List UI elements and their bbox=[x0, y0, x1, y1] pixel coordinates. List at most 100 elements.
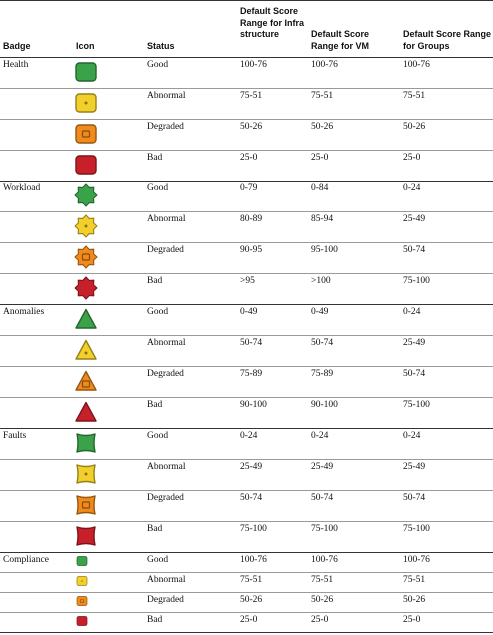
group-rule bbox=[0, 304, 493, 305]
header-infra: Default Score Range for Infrastructure bbox=[240, 6, 305, 39]
vm-range-cell: 25-0 bbox=[311, 615, 329, 625]
anomalies-bad-icon bbox=[74, 400, 98, 424]
row-rule bbox=[0, 119, 493, 120]
group-rule bbox=[0, 552, 493, 553]
row-rule bbox=[0, 592, 493, 593]
infra-range-cell: 50-74 bbox=[240, 493, 263, 503]
status-cell: Degraded bbox=[147, 369, 184, 379]
badge-name: Faults bbox=[3, 431, 27, 441]
groups-range-cell: 25-0 bbox=[403, 153, 421, 163]
anomalies-degraded-icon bbox=[74, 369, 98, 393]
status-cell: Good bbox=[147, 60, 169, 70]
infra-range-cell: 50-26 bbox=[240, 595, 263, 605]
row-rule bbox=[0, 335, 493, 336]
groups-range-cell: 25-49 bbox=[403, 214, 426, 224]
infra-range-cell: 0-49 bbox=[240, 307, 258, 317]
status-cell: Abnormal bbox=[147, 462, 186, 472]
header-rule bbox=[0, 57, 493, 58]
status-cell: Bad bbox=[147, 524, 163, 534]
status-cell: Abnormal bbox=[147, 214, 186, 224]
status-cell: Abnormal bbox=[147, 575, 186, 585]
vm-range-cell: 25-0 bbox=[311, 153, 329, 163]
compliance-degraded-icon bbox=[76, 595, 88, 607]
status-cell: Degraded bbox=[147, 493, 184, 503]
groups-range-cell: 0-24 bbox=[403, 431, 421, 441]
row-rule bbox=[0, 150, 493, 151]
vm-range-cell: 50-74 bbox=[311, 493, 334, 503]
status-cell: Good bbox=[147, 307, 169, 317]
vm-range-cell: 75-89 bbox=[311, 369, 334, 379]
anomalies-abnormal-icon bbox=[74, 338, 98, 362]
row-rule bbox=[0, 366, 493, 367]
workload-bad-icon bbox=[74, 276, 98, 300]
faults-bad-icon bbox=[74, 524, 98, 548]
groups-range-cell: 50-74 bbox=[403, 369, 426, 379]
infra-range-cell: 75-100 bbox=[240, 524, 267, 534]
groups-range-cell: 75-51 bbox=[403, 91, 426, 101]
faults-abnormal-icon bbox=[74, 462, 98, 486]
header-badge: Badge bbox=[3, 41, 31, 51]
infra-range-cell: 75-89 bbox=[240, 369, 263, 379]
health-abnormal-icon bbox=[74, 91, 98, 115]
infra-range-cell: 100-76 bbox=[240, 60, 267, 70]
badge-name: Compliance bbox=[3, 555, 49, 565]
groups-range-cell: 75-100 bbox=[403, 400, 430, 410]
vm-range-cell: 90-100 bbox=[311, 400, 338, 410]
health-bad-icon bbox=[74, 153, 98, 177]
vm-range-cell: 75-51 bbox=[311, 91, 334, 101]
status-cell: Degraded bbox=[147, 122, 184, 132]
infra-range-cell: 75-51 bbox=[240, 91, 263, 101]
infra-range-cell: 75-51 bbox=[240, 575, 263, 585]
vm-range-cell: 75-100 bbox=[311, 524, 338, 534]
status-cell: Good bbox=[147, 431, 169, 441]
table-top-rule bbox=[0, 0, 493, 1]
compliance-good-icon bbox=[76, 555, 88, 567]
groups-range-cell: 100-76 bbox=[403, 60, 430, 70]
groups-range-cell: 75-100 bbox=[403, 524, 430, 534]
badge-name: Anomalies bbox=[3, 307, 45, 317]
row-rule bbox=[0, 490, 493, 491]
status-cell: Bad bbox=[147, 400, 163, 410]
faults-degraded-icon bbox=[74, 493, 98, 517]
badge-name: Workload bbox=[3, 183, 41, 193]
infra-range-cell: 90-100 bbox=[240, 400, 267, 410]
status-cell: Good bbox=[147, 555, 169, 565]
status-cell: Bad bbox=[147, 153, 163, 163]
header-vm: Default Score Range for VM bbox=[311, 29, 370, 51]
row-rule bbox=[0, 88, 493, 89]
groups-range-cell: 25-0 bbox=[403, 615, 421, 625]
badge-name: Health bbox=[3, 60, 29, 70]
row-rule bbox=[0, 459, 493, 460]
group-rule bbox=[0, 632, 493, 633]
status-cell: Bad bbox=[147, 615, 163, 625]
vm-range-cell: 100-76 bbox=[311, 60, 338, 70]
infra-range-cell: 80-89 bbox=[240, 214, 263, 224]
group-rule bbox=[0, 181, 493, 182]
workload-good-icon bbox=[74, 183, 98, 207]
vm-range-cell: 100-76 bbox=[311, 555, 338, 565]
infra-range-cell: 90-95 bbox=[240, 245, 263, 255]
compliance-abnormal-icon bbox=[76, 575, 88, 587]
infra-range-cell: 50-26 bbox=[240, 122, 263, 132]
header-status: Status bbox=[147, 41, 175, 51]
groups-range-cell: 50-74 bbox=[403, 493, 426, 503]
status-cell: Good bbox=[147, 183, 169, 193]
header-groups: Default Score Range for Groups bbox=[403, 29, 492, 51]
anomalies-good-icon bbox=[74, 307, 98, 331]
groups-range-cell: 50-26 bbox=[403, 122, 426, 132]
row-rule bbox=[0, 612, 493, 613]
infra-range-cell: 100-76 bbox=[240, 555, 267, 565]
infra-range-cell: 0-24 bbox=[240, 431, 258, 441]
row-rule bbox=[0, 572, 493, 573]
groups-range-cell: 75-100 bbox=[403, 276, 430, 286]
health-good-icon bbox=[74, 60, 98, 84]
status-cell: Abnormal bbox=[147, 91, 186, 101]
groups-range-cell: 0-24 bbox=[403, 307, 421, 317]
workload-abnormal-icon bbox=[74, 214, 98, 238]
groups-range-cell: 25-49 bbox=[403, 338, 426, 348]
infra-range-cell: >95 bbox=[240, 276, 255, 286]
workload-degraded-icon bbox=[74, 245, 98, 269]
infra-range-cell: 50-74 bbox=[240, 338, 263, 348]
vm-range-cell: 75-51 bbox=[311, 575, 334, 585]
